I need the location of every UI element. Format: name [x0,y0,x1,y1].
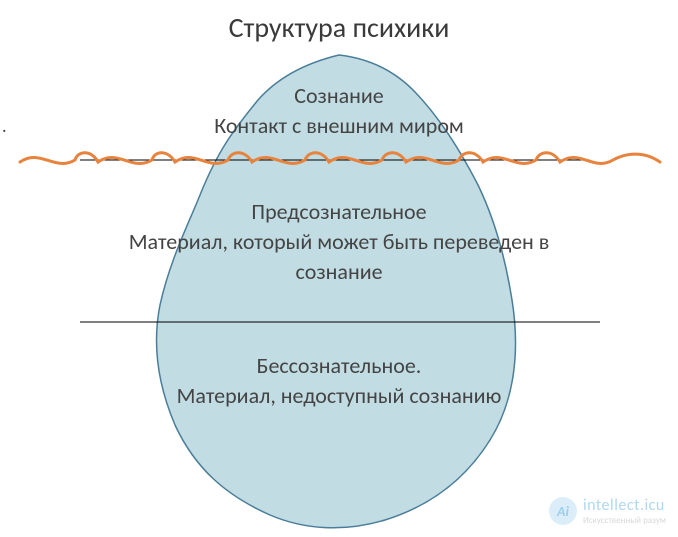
region-unconscious-desc: Материал, недоступный сознанию [0,382,678,410]
region-conscious-desc: Контакт с внешним миром [0,112,678,140]
watermark-text: intellect.icu Искусственный разум [583,498,666,525]
watermark: Ai intellect.icu Искусственный разум [549,497,666,525]
watermark-icon: Ai [549,497,577,525]
region-preconscious-desc-1: Материал, который может быть переведен в [0,228,678,256]
waterline-waves [20,153,660,164]
region-conscious-heading: Сознание [0,82,678,110]
region-preconscious-desc-2: сознание [0,258,678,286]
page-title: Структура психики [0,10,678,45]
diagram-stage: Структура психики . Сознание Контакт с в… [0,0,678,537]
region-preconscious-heading: Предсознательное [0,198,678,226]
watermark-sub: Искусственный разум [583,516,666,525]
region-unconscious-heading: Бессознательное. [0,352,678,380]
watermark-main: intellect.icu [583,498,666,514]
